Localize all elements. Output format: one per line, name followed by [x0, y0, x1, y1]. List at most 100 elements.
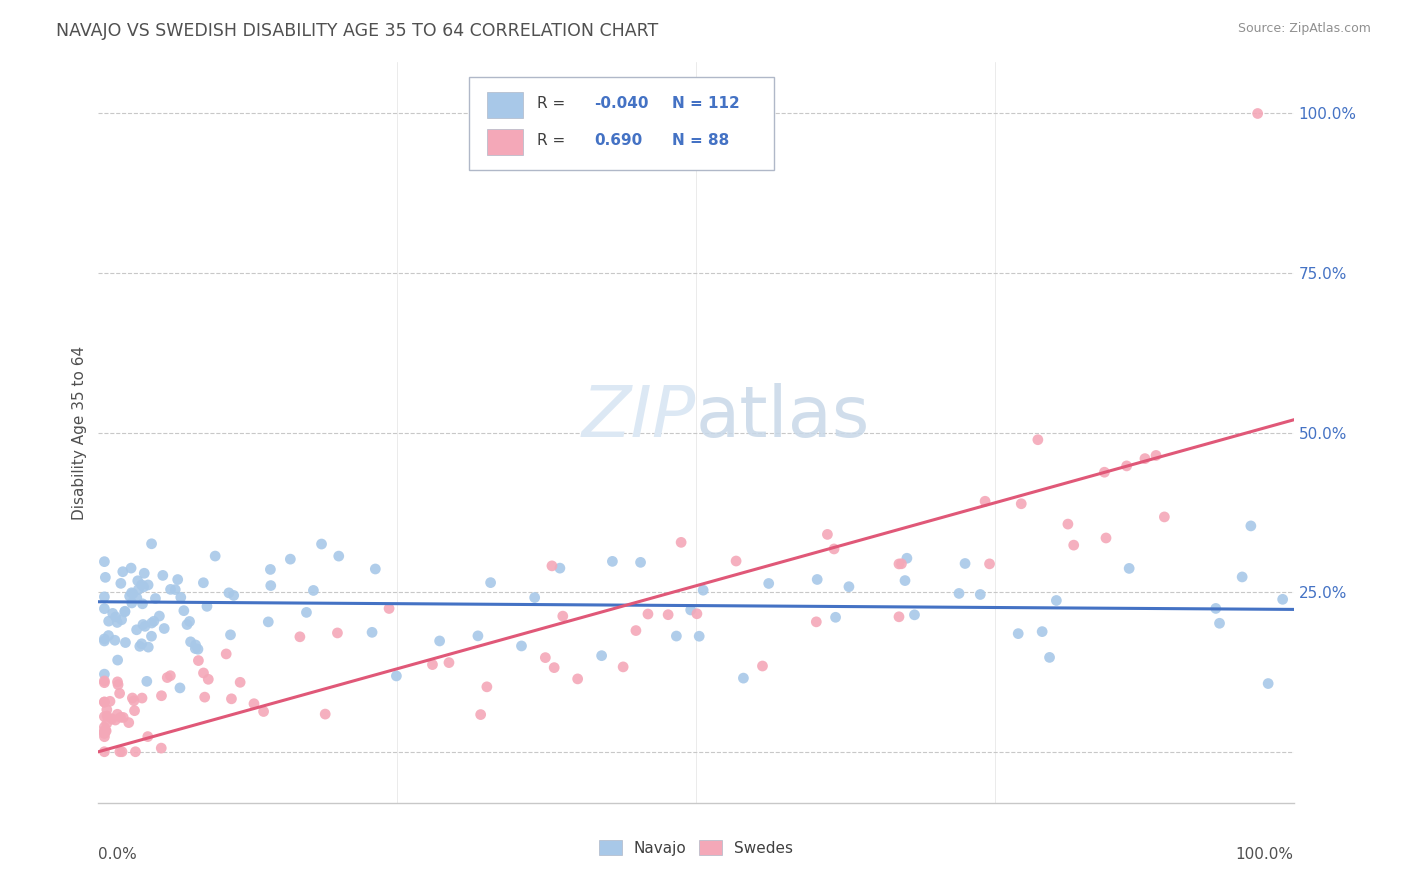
Point	[93, 673, 115, 688]
Point	[637, 607, 659, 621]
Point	[169, 681, 191, 695]
Point	[219, 628, 242, 642]
Point	[591, 648, 613, 663]
Point	[806, 615, 828, 629]
Point	[118, 589, 141, 603]
Point	[1118, 561, 1140, 575]
Point	[125, 623, 148, 637]
Point	[733, 671, 755, 685]
Point	[121, 691, 143, 706]
Point	[903, 607, 925, 622]
Point	[229, 675, 252, 690]
Text: NAVAJO VS SWEDISH DISABILITY AGE 35 TO 64 CORRELATION CHART: NAVAJO VS SWEDISH DISABILITY AGE 35 TO 6…	[56, 22, 658, 40]
Point	[429, 634, 451, 648]
Point	[121, 587, 143, 601]
Point	[260, 578, 283, 592]
Point	[131, 578, 153, 592]
Point	[114, 605, 136, 619]
Point	[114, 635, 136, 649]
Point	[630, 555, 652, 569]
Point	[93, 720, 115, 734]
Point	[1007, 626, 1029, 640]
Point	[688, 629, 710, 643]
Point	[105, 615, 128, 630]
Point	[107, 653, 129, 667]
Point	[111, 745, 134, 759]
Point	[132, 580, 155, 594]
Point	[98, 694, 121, 708]
Point	[361, 625, 384, 640]
Point	[422, 657, 444, 672]
Point	[118, 715, 141, 730]
Point	[93, 745, 115, 759]
Text: 100.0%: 100.0%	[1236, 847, 1294, 863]
Point	[131, 597, 153, 611]
Point	[467, 629, 489, 643]
Point	[470, 707, 492, 722]
Text: R =: R =	[537, 95, 571, 111]
Point	[127, 582, 149, 597]
Point	[135, 674, 157, 689]
Point	[1205, 601, 1227, 615]
Point	[94, 723, 117, 737]
Point	[602, 554, 624, 568]
Point	[974, 494, 997, 508]
Point	[195, 599, 218, 614]
Point	[125, 591, 148, 605]
Point	[152, 568, 174, 582]
Point	[1045, 593, 1067, 607]
Point	[93, 675, 115, 690]
Point	[148, 609, 170, 624]
Point	[93, 726, 115, 740]
Point	[187, 654, 209, 668]
Point	[131, 691, 153, 706]
Text: Source: ZipAtlas.com: Source: ZipAtlas.com	[1237, 22, 1371, 36]
Point	[153, 622, 176, 636]
Point	[166, 573, 188, 587]
Point	[197, 673, 219, 687]
Point	[669, 535, 692, 549]
Point	[1247, 106, 1270, 120]
Point	[156, 671, 179, 685]
Point	[280, 552, 302, 566]
Point	[1038, 650, 1060, 665]
Point	[823, 541, 845, 556]
Point	[104, 713, 127, 727]
Point	[93, 695, 115, 709]
Point	[751, 659, 773, 673]
Point	[1026, 433, 1049, 447]
Point	[112, 710, 135, 724]
Point	[108, 745, 131, 759]
Point	[953, 557, 976, 571]
Point	[122, 694, 145, 708]
Point	[120, 561, 142, 575]
Point	[385, 669, 408, 683]
Point	[567, 672, 589, 686]
Point	[686, 607, 709, 621]
Point	[543, 660, 565, 674]
Point	[96, 709, 118, 723]
Point	[1031, 624, 1053, 639]
Point	[104, 633, 127, 648]
Point	[364, 562, 387, 576]
Text: ZIP: ZIP	[582, 384, 696, 452]
Point	[896, 551, 918, 566]
Point	[204, 549, 226, 563]
Text: 0.690: 0.690	[595, 133, 643, 148]
Point	[110, 613, 132, 627]
Point	[510, 639, 533, 653]
Point	[215, 647, 238, 661]
Point	[475, 680, 498, 694]
Point	[295, 606, 318, 620]
Point	[887, 609, 910, 624]
Point	[184, 638, 207, 652]
Point	[93, 730, 115, 744]
Point	[665, 629, 688, 643]
Text: atlas: atlas	[696, 384, 870, 452]
Point	[93, 726, 115, 740]
Point	[1230, 570, 1253, 584]
Point	[142, 615, 165, 629]
Point	[218, 586, 240, 600]
Point	[131, 637, 153, 651]
Point	[159, 669, 181, 683]
